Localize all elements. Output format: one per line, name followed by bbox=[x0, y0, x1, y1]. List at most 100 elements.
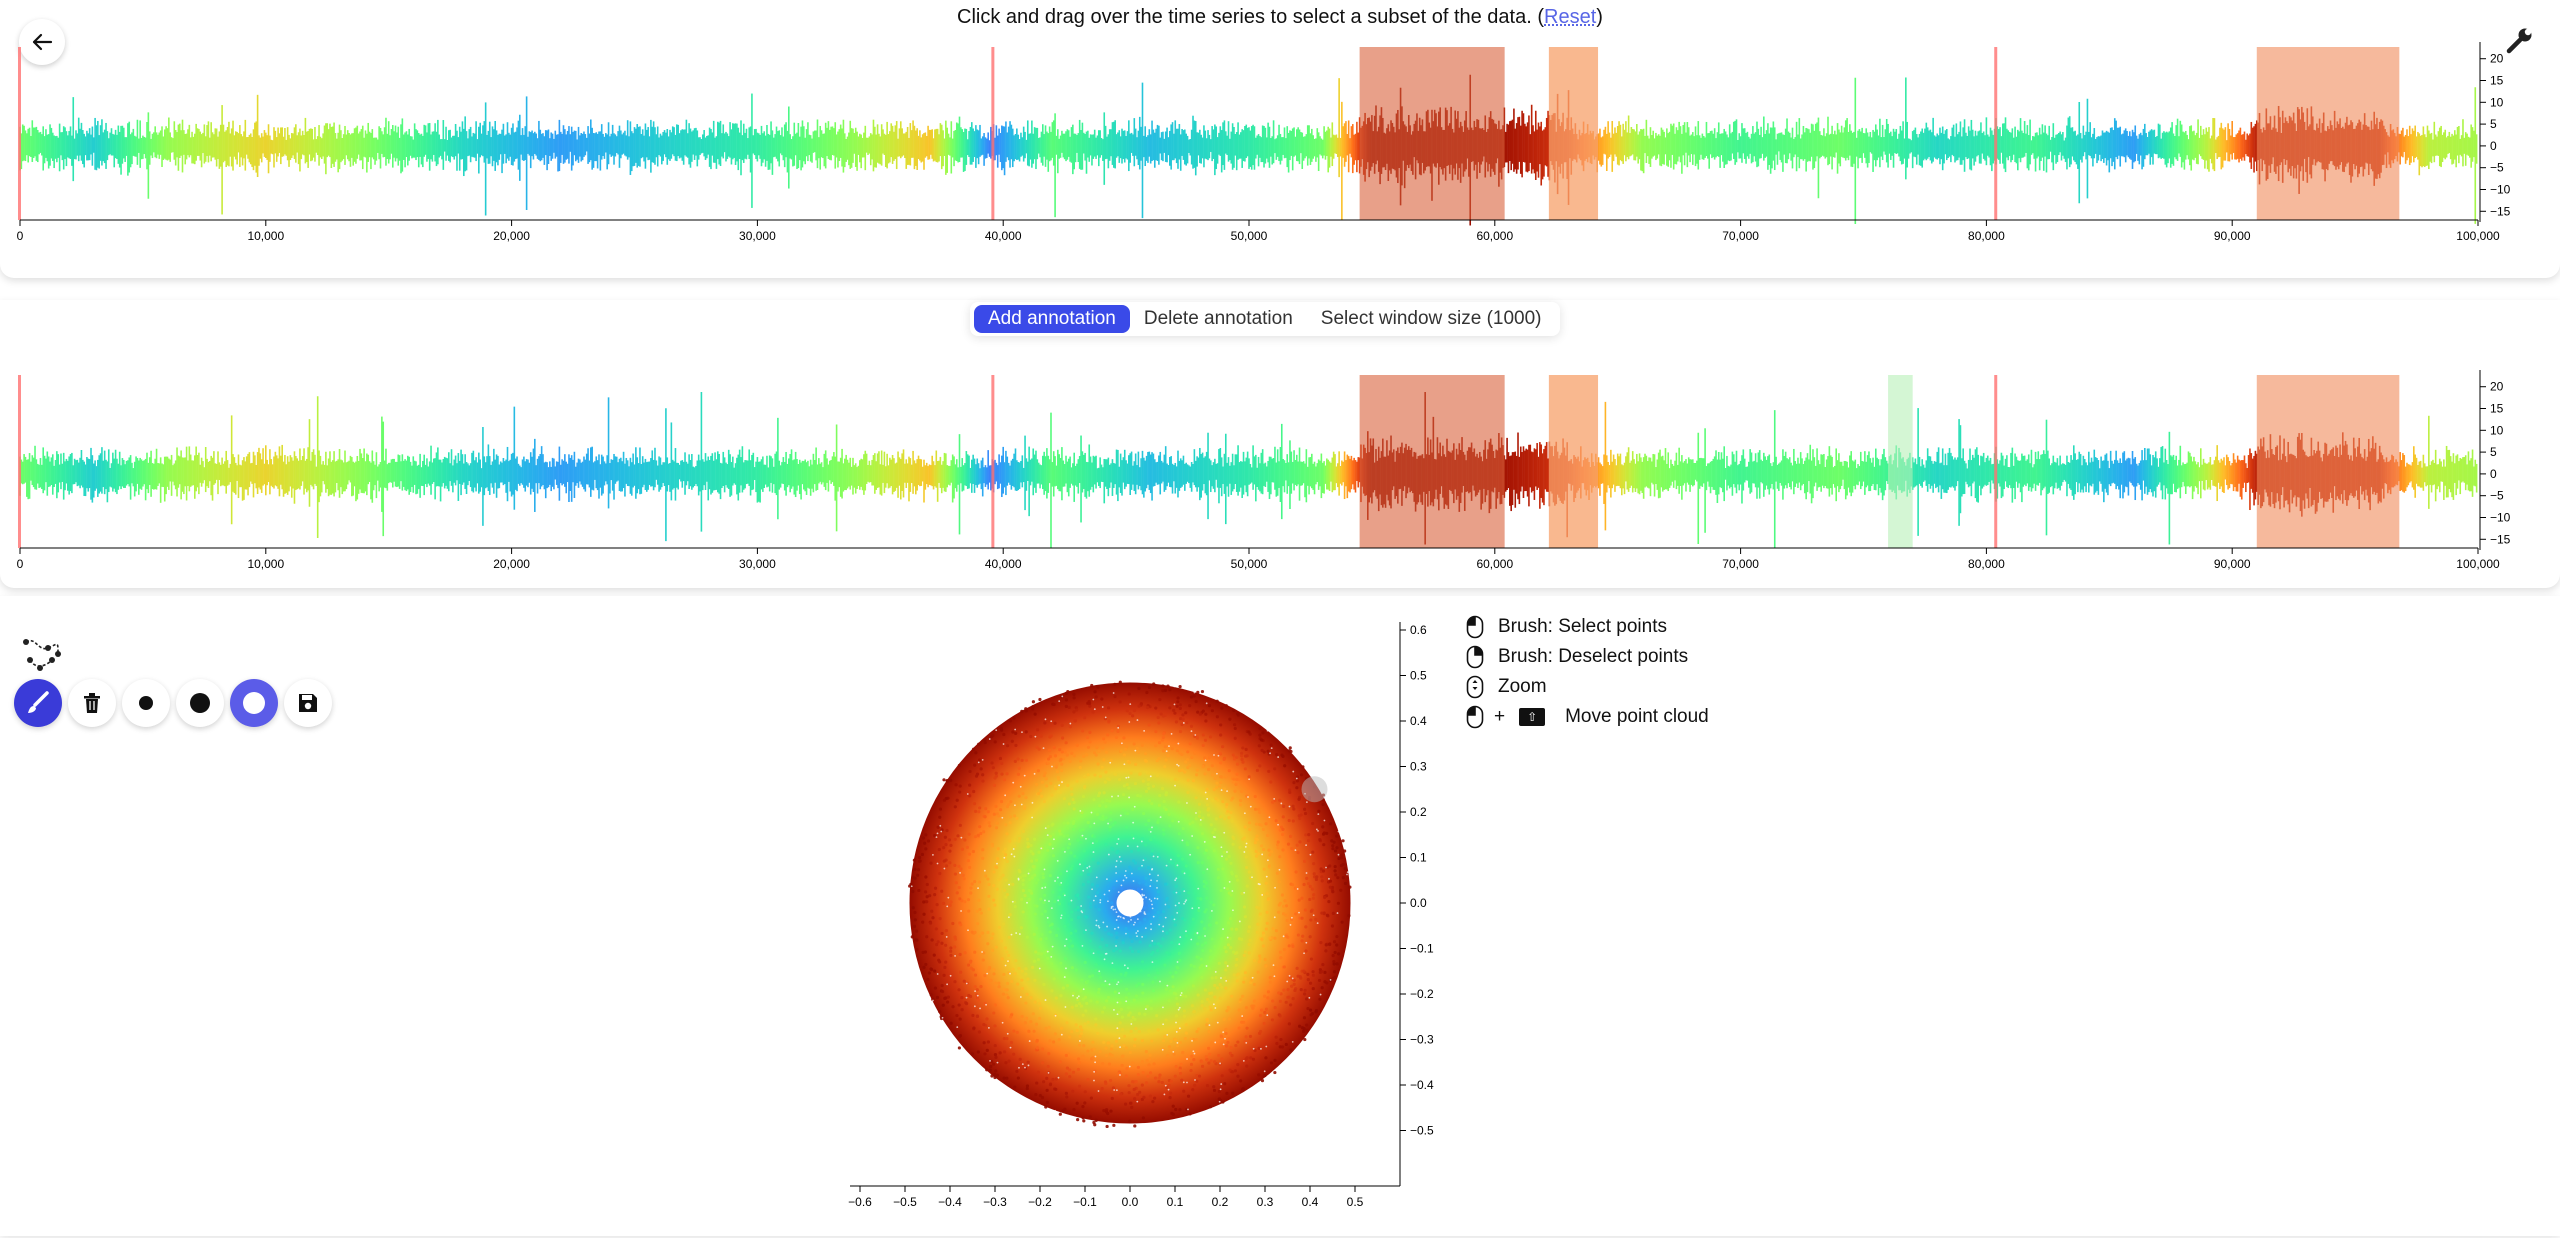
delete-annotation-button[interactable]: Delete annotation bbox=[1143, 308, 1293, 329]
scatter-point bbox=[1229, 946, 1233, 950]
scatter-point bbox=[1141, 876, 1145, 880]
ring-tool-button[interactable] bbox=[230, 679, 278, 727]
reset-link[interactable]: Reset bbox=[1544, 6, 1597, 28]
scatter-point bbox=[957, 1046, 962, 1050]
scatter-point bbox=[1073, 824, 1077, 828]
scatter-point bbox=[1220, 706, 1224, 710]
scatter-point bbox=[1257, 1046, 1261, 1051]
scatter-point bbox=[1205, 997, 1210, 1002]
scatter-point bbox=[1224, 1027, 1228, 1032]
scatter-point bbox=[1081, 908, 1085, 913]
scatter-point bbox=[1300, 916, 1304, 920]
add-annotation-button[interactable]: Add annotation bbox=[974, 305, 1130, 333]
scatter-point bbox=[1161, 937, 1165, 941]
scatter-point bbox=[1038, 697, 1042, 702]
scatter-point bbox=[1341, 876, 1345, 880]
scatter-point bbox=[1136, 1065, 1140, 1070]
save-button[interactable] bbox=[284, 679, 332, 727]
scatter-point bbox=[1024, 795, 1028, 800]
scatter-point bbox=[1088, 824, 1093, 829]
scatter-point bbox=[1079, 759, 1083, 763]
point-cloud-chart[interactable]: 0.60.50.40.30.20.10.0−0.1−0.2−0.3−0.4−0.… bbox=[840, 616, 1460, 1206]
scatter-point bbox=[1332, 962, 1336, 966]
scatter-point bbox=[1229, 893, 1233, 897]
scatter-point bbox=[1239, 798, 1243, 803]
scatter-point bbox=[1244, 747, 1248, 751]
point-size-large-button[interactable] bbox=[176, 679, 224, 727]
scatter-point bbox=[1238, 803, 1243, 807]
scatter-point bbox=[1178, 906, 1182, 910]
scatter-point bbox=[1157, 803, 1162, 807]
scatter-point bbox=[978, 758, 982, 762]
scatter-point bbox=[1217, 1053, 1221, 1058]
scatter-point bbox=[1291, 819, 1295, 823]
scatter-point bbox=[1092, 835, 1096, 839]
scatter-point bbox=[1044, 777, 1048, 781]
point-size-small-button[interactable] bbox=[122, 679, 170, 727]
scatter-point bbox=[1321, 869, 1326, 873]
scatter-point bbox=[1001, 873, 1005, 877]
scatter-point bbox=[1141, 1116, 1145, 1120]
scatter-point bbox=[1170, 940, 1174, 945]
scatter-point bbox=[1175, 1002, 1180, 1006]
scatter-point bbox=[1282, 904, 1286, 908]
scatter-point bbox=[1127, 1084, 1131, 1088]
scatter-point bbox=[981, 848, 985, 852]
scatter-point bbox=[1195, 1073, 1199, 1078]
back-button[interactable] bbox=[19, 19, 65, 65]
scatter-point bbox=[949, 1021, 953, 1025]
scatter-point bbox=[966, 963, 971, 967]
bottom-timeseries-chart[interactable]: 0 10,000 20,000 30,000 40,000 50,000 60,000 70,… bbox=[0, 358, 2560, 608]
scatter-point bbox=[1035, 745, 1039, 749]
scatter-point bbox=[1106, 983, 1110, 987]
scatter-point bbox=[1197, 1027, 1201, 1031]
scatter-point bbox=[1200, 861, 1204, 865]
scatter-point bbox=[987, 821, 991, 825]
scatter-point bbox=[944, 996, 948, 1000]
scatter-point bbox=[1200, 689, 1205, 694]
scatter-point bbox=[1186, 790, 1190, 794]
scatter-point bbox=[1150, 1039, 1154, 1043]
scatter-point bbox=[1120, 1063, 1124, 1068]
scatter-point bbox=[1170, 861, 1175, 865]
scatter-point bbox=[1081, 828, 1085, 832]
scatter-point bbox=[1178, 685, 1182, 689]
graph-icon[interactable] bbox=[18, 630, 64, 676]
top-timeseries-chart[interactable]: 0 10,000 20,000 30,000 40,000 50,000 60,000 70,… bbox=[0, 30, 2560, 280]
scatter-point bbox=[1132, 859, 1136, 863]
scatter-point bbox=[1167, 999, 1171, 1003]
scatter-point bbox=[1181, 857, 1185, 861]
scatter-point bbox=[1296, 850, 1300, 855]
scatter-point bbox=[1054, 1077, 1058, 1081]
x-tick-label: 70,000 bbox=[1722, 557, 1759, 571]
scatter-point bbox=[1098, 774, 1103, 778]
scatter-point bbox=[1264, 822, 1268, 826]
scatter-point bbox=[1255, 768, 1260, 772]
x-tick-label: 70,000 bbox=[1722, 229, 1759, 243]
scatter-point bbox=[1188, 742, 1192, 746]
select-window-size-button[interactable]: Select window size (1000) bbox=[1320, 308, 1542, 329]
scatter-point bbox=[1040, 912, 1044, 916]
scatter-point bbox=[1036, 878, 1040, 882]
scatter-point bbox=[1071, 1070, 1076, 1074]
scatter-point bbox=[1186, 897, 1190, 901]
scatter-point bbox=[1129, 935, 1133, 939]
scatter-point bbox=[1247, 951, 1251, 955]
wrench-icon[interactable] bbox=[2505, 25, 2535, 55]
scatter-point bbox=[1236, 878, 1240, 882]
scatter-point bbox=[1077, 1043, 1082, 1047]
scatter-point bbox=[1103, 740, 1107, 744]
scatter-point bbox=[943, 943, 948, 947]
scatter-point bbox=[1096, 1031, 1100, 1036]
scatter-point bbox=[1258, 1014, 1263, 1018]
delete-tool-button[interactable] bbox=[68, 679, 116, 727]
brush-tool-button[interactable] bbox=[14, 679, 62, 727]
scatter-point bbox=[1192, 964, 1196, 969]
scatter-point bbox=[1219, 733, 1223, 737]
scatter-point bbox=[1176, 696, 1180, 700]
scatter-point bbox=[968, 783, 972, 787]
scatter-point bbox=[940, 941, 944, 945]
scatter-point bbox=[1257, 744, 1261, 748]
scatter-point bbox=[1184, 1023, 1188, 1027]
scatter-point bbox=[1244, 1006, 1249, 1010]
